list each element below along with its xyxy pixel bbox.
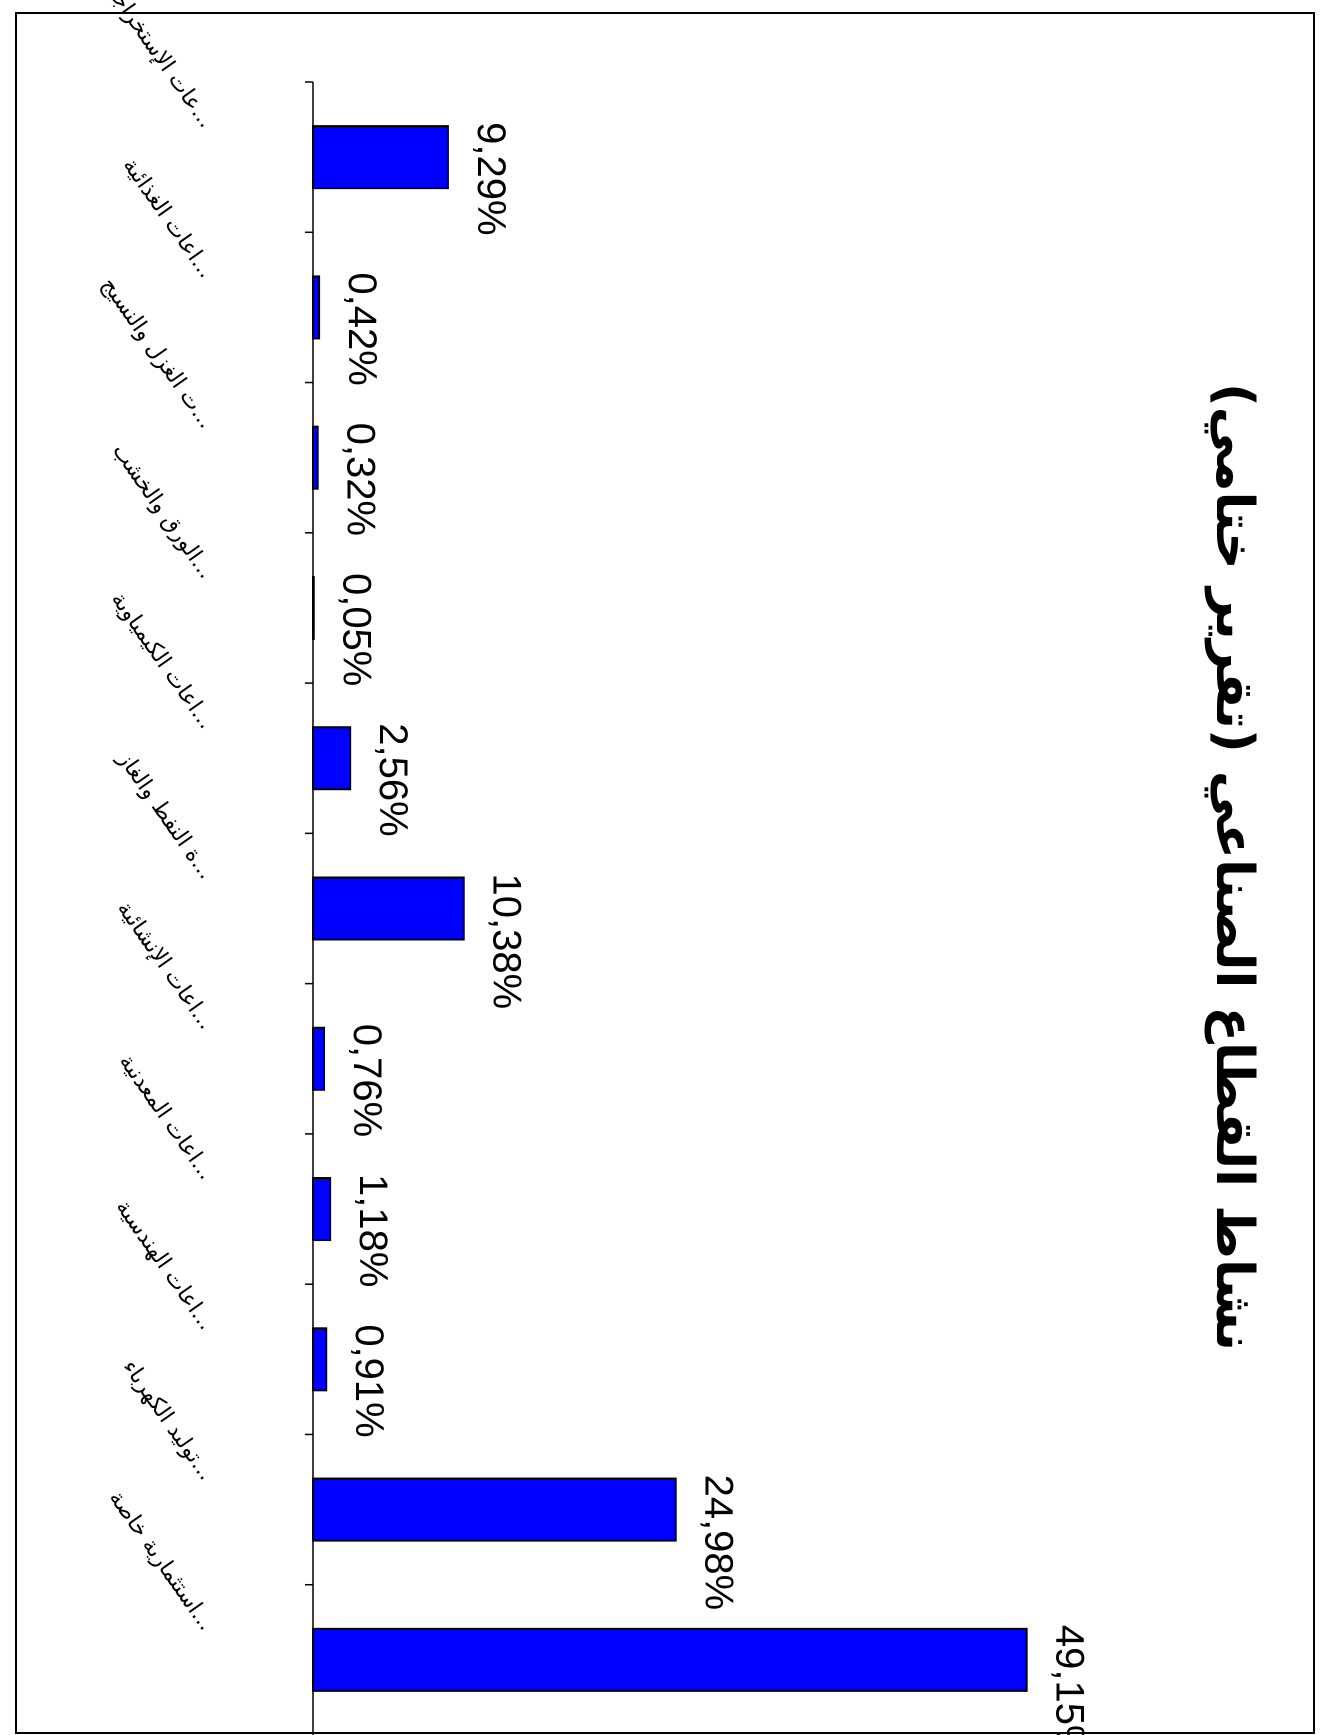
chart-frame xyxy=(15,12,1315,1734)
bar xyxy=(312,425,319,490)
bar xyxy=(311,876,465,941)
category-label: ...توليد الكهرباء xyxy=(117,1355,218,1485)
chart-title: نشاط القطاع الصناعي (تقرير ختامي) xyxy=(1204,383,1264,1351)
category-label: ...اعات الإنشائية xyxy=(112,897,219,1034)
bar xyxy=(312,1026,326,1091)
category-label: ...اعات المعدنية xyxy=(114,1050,219,1185)
data-label: 2,56% xyxy=(371,723,415,836)
data-label: 0,42% xyxy=(340,272,384,385)
data-label: 49,15% xyxy=(1048,1625,1092,1735)
data-label: 1,18% xyxy=(351,1174,395,1287)
category-label: ...اعات الكيمياوية xyxy=(106,588,219,734)
bar xyxy=(311,275,321,340)
data-label: 0,05% xyxy=(335,573,379,686)
bar xyxy=(312,1477,677,1542)
bar xyxy=(312,726,352,791)
bar xyxy=(312,575,315,640)
bar xyxy=(311,1627,1028,1692)
data-label: 0,76% xyxy=(345,1024,389,1137)
category-label: ...اعات الهندسية xyxy=(111,1195,219,1334)
category-label: ...عات الإستخراجية xyxy=(97,0,219,133)
data-label: 9,29% xyxy=(469,122,513,235)
category-label: ...ة النفط والغاز xyxy=(112,746,219,883)
category-label: ...اعات الغذائية xyxy=(118,154,219,283)
bar xyxy=(312,125,449,190)
bar xyxy=(311,1327,328,1392)
data-label: 0,91% xyxy=(347,1324,391,1437)
category-label: ...استثمارية خاصة xyxy=(104,1486,219,1635)
data-label: 0,32% xyxy=(339,423,383,536)
category-label: ...ت الغزل والنسيج xyxy=(96,273,218,433)
data-label: 24,98% xyxy=(697,1475,741,1611)
data-label: 10,38% xyxy=(485,874,529,1010)
bar xyxy=(312,1177,332,1242)
category-label: ...الورق والخشب xyxy=(107,439,219,583)
